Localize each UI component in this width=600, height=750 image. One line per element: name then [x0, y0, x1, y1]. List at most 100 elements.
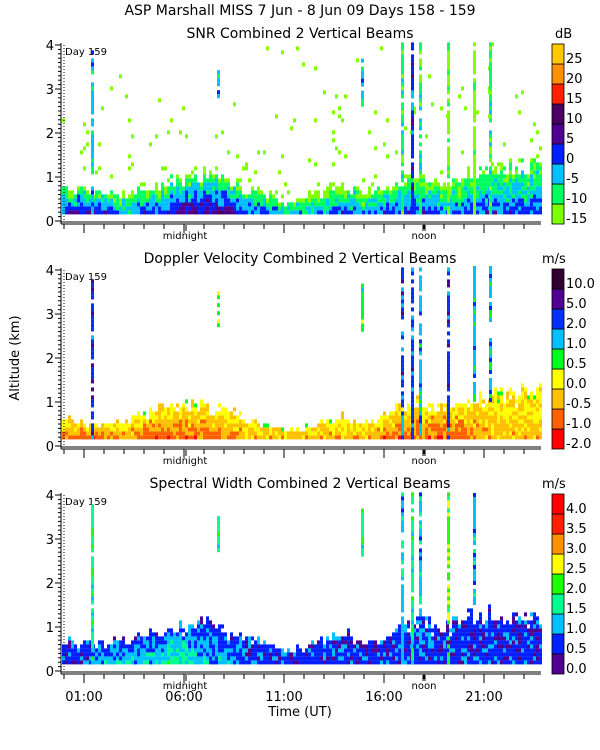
heatmap-cell — [524, 435, 527, 440]
heatmap-cell — [326, 648, 329, 653]
heatmap-cell — [539, 640, 542, 645]
heatmap-cell — [449, 186, 452, 191]
heatmap-cell — [251, 656, 254, 661]
heatmap-cell — [521, 182, 524, 187]
heatmap-cell — [506, 391, 509, 396]
heatmap-cell — [65, 186, 68, 191]
plume-cell — [447, 166, 450, 171]
heatmap-cell — [488, 660, 491, 665]
heatmap-cell — [533, 620, 536, 625]
heatmap-cell — [488, 427, 491, 432]
heatmap-cell — [254, 190, 257, 195]
heatmap-cell — [422, 210, 425, 215]
heatmap-cell — [251, 652, 254, 657]
plume-cell — [489, 66, 492, 71]
heatmap-cell — [434, 431, 437, 436]
heatmap-cell — [407, 206, 410, 211]
heatmap-cell — [422, 435, 425, 440]
heatmap-cell — [83, 644, 86, 649]
heatmap-cell — [425, 632, 428, 637]
heatmap-cell — [281, 202, 284, 207]
plume-cell — [419, 504, 422, 509]
heatmap-cell — [254, 194, 257, 199]
heatmap-cell — [431, 415, 434, 420]
plume-cell — [473, 386, 476, 390]
plume-cell — [447, 267, 450, 272]
plume-cell — [401, 620, 404, 625]
heatmap-cell — [527, 656, 530, 661]
heatmap-cell — [518, 616, 521, 621]
plume-cell — [401, 391, 404, 396]
heatmap-cell — [413, 415, 416, 420]
heatmap-cell — [536, 620, 539, 625]
heatmap-cell — [137, 435, 140, 440]
heatmap-cell — [536, 198, 539, 203]
heatmap-cell — [533, 640, 536, 645]
heatmap-cell — [149, 636, 152, 641]
heatmap-cell — [536, 411, 539, 416]
plume-cell — [447, 407, 450, 412]
heatmap-cell — [530, 620, 533, 625]
plume-cell — [419, 122, 422, 127]
heatmap-cell — [335, 202, 338, 207]
heatmap-cell — [212, 206, 215, 211]
heatmap-cell — [149, 648, 152, 653]
heatmap-cell — [422, 194, 425, 199]
heatmap-cell — [317, 435, 320, 440]
heatmap-cell — [125, 206, 128, 211]
plume-cell — [401, 130, 404, 135]
plume-cell — [419, 367, 422, 372]
heatmap-cell — [359, 194, 362, 199]
heatmap-cell — [374, 194, 377, 199]
heatmap-cell — [371, 419, 374, 424]
plume-cell — [217, 295, 220, 300]
plume-cell — [401, 295, 404, 300]
heatmap-cell — [317, 644, 320, 649]
plume-cell — [91, 608, 94, 613]
heatmap-cell — [425, 407, 428, 412]
heatmap-cell — [212, 190, 215, 195]
colorbar-swatch — [551, 573, 565, 595]
heatmap-cell — [101, 640, 104, 645]
heatmap-cell — [494, 620, 497, 625]
colorbar-label: -1.0 — [566, 417, 591, 432]
heatmap-cell — [473, 415, 476, 420]
heatmap-cell — [110, 644, 113, 649]
heatmap-cell — [413, 656, 416, 661]
heatmap-cell — [371, 202, 374, 207]
heatmap-cell — [218, 628, 221, 633]
heatmap-cell — [368, 431, 371, 436]
heatmap-cell — [113, 198, 116, 203]
plume-cell — [411, 620, 414, 625]
heatmap-cell — [206, 198, 209, 203]
plume-cell — [419, 198, 422, 203]
heatmap-cell — [539, 660, 542, 665]
heatmap-cell — [464, 206, 467, 211]
heatmap-cell — [371, 206, 374, 211]
plume-cell — [401, 307, 404, 312]
heatmap-cell — [209, 419, 212, 424]
heatmap-cell — [395, 423, 398, 428]
heatmap-cell — [98, 648, 101, 653]
heatmap-cell — [260, 198, 263, 203]
heatmap-cell — [275, 427, 278, 432]
plume-cell — [473, 557, 476, 561]
heatmap-cell — [515, 620, 518, 625]
heatmap-cell — [461, 644, 464, 649]
heatmap-cell — [86, 660, 89, 665]
heatmap-cell — [113, 636, 116, 641]
heatmap-cell — [155, 182, 158, 187]
plume-cell — [91, 295, 94, 300]
heatmap-cell — [536, 194, 539, 199]
heatmap-cell — [134, 206, 137, 211]
heatmap-cell — [509, 660, 512, 665]
heatmap-cell — [527, 419, 530, 424]
plume-cell — [401, 86, 404, 91]
heatmap-cell — [482, 636, 485, 641]
heatmap-cell — [476, 435, 479, 440]
heatmap-cell — [221, 431, 224, 436]
heatmap-cell — [278, 652, 281, 657]
heatmap-cell — [503, 628, 506, 633]
heatmap-cell — [533, 636, 536, 641]
heatmap-cell — [272, 435, 275, 440]
